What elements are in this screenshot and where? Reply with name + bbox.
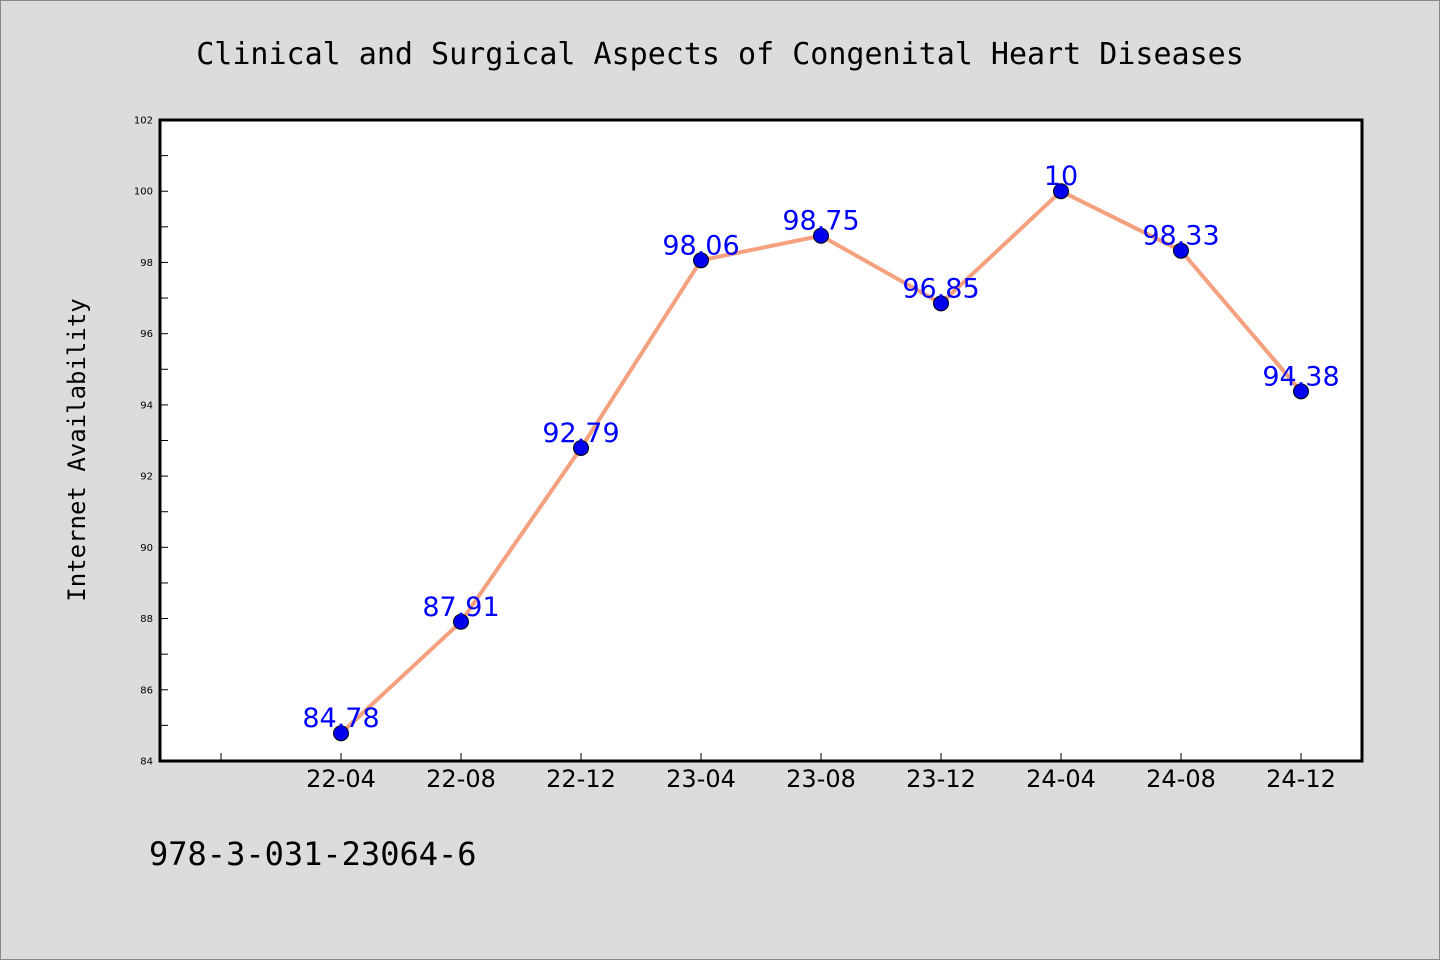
data-point	[813, 227, 829, 244]
data-label: 94.38	[1262, 361, 1339, 392]
x-tick-label: 24-08	[1146, 765, 1216, 793]
isbn-text: 978-3-031-23064-6	[149, 835, 477, 873]
data-label: 98.75	[782, 206, 859, 237]
y-tick-label: 102	[134, 116, 153, 127]
y-tick-label: 92	[140, 472, 153, 483]
y-tick-label: 86	[140, 685, 153, 696]
data-point	[573, 439, 589, 456]
x-tick-label: 22-04	[306, 765, 376, 793]
y-tick-label: 90	[140, 543, 153, 554]
data-label: 96.85	[902, 273, 979, 304]
data-point	[1293, 383, 1309, 400]
data-point	[693, 252, 709, 269]
chart-title: Clinical and Surgical Aspects of Congeni…	[196, 37, 1244, 72]
data-point	[933, 295, 949, 312]
y-axis-label: Internet Availability	[63, 298, 91, 601]
x-tick-label: 23-08	[786, 765, 856, 793]
y-tick-label: 98	[140, 258, 153, 269]
y-tick-label: 94	[140, 400, 153, 411]
data-point	[1053, 183, 1069, 200]
data-point	[453, 613, 469, 630]
y-tick-label: 88	[140, 614, 153, 625]
x-tick-label: 22-12	[546, 765, 616, 793]
data-label: 98.06	[662, 230, 739, 261]
x-tick-label: 22-08	[426, 765, 496, 793]
plot-area	[158, 118, 1364, 763]
x-axis: 22-04 22-08 22-12 23-04 23-08 23-12 24-04 24-08…	[220, 753, 1336, 793]
series-line	[333, 183, 1309, 742]
data-point	[333, 725, 349, 742]
data-label: 84.78	[302, 703, 379, 734]
data-point	[1173, 242, 1189, 259]
data-label: 98.33	[1142, 221, 1219, 252]
x-tick-label: 23-12	[906, 765, 976, 793]
y-tick-label: 100	[134, 187, 153, 198]
y-axis: 84 86 88 90 92 94 96 98 100 102	[134, 116, 168, 768]
data-label: 87.91	[422, 592, 499, 623]
data-label: 92.79	[542, 418, 619, 449]
data-labels: 84.78 87.91 92.79 98.06 98.75 96.85 10 98.33 94.…	[302, 161, 1339, 734]
y-tick-label: 84	[140, 757, 153, 768]
x-tick-label: 23-04	[666, 765, 736, 793]
x-tick-label: 24-12	[1266, 765, 1336, 793]
data-label: 10	[1044, 161, 1078, 192]
y-tick-label: 96	[140, 329, 153, 340]
x-tick-label: 24-04	[1026, 765, 1096, 793]
